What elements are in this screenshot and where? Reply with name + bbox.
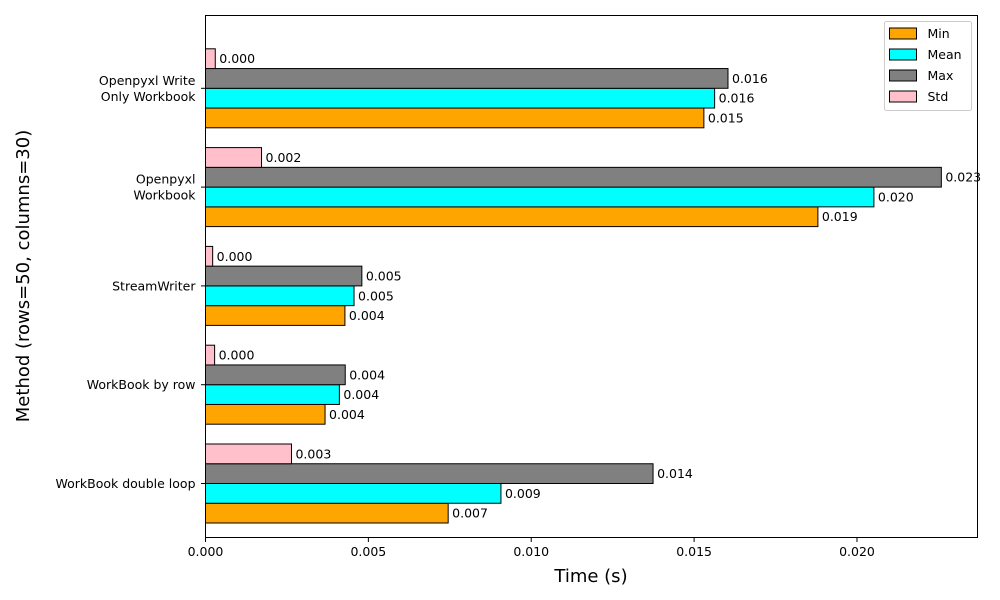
- data-label-min-2: 0.004: [349, 308, 385, 323]
- data-label-mean-1: 0.004: [343, 387, 379, 402]
- bar-mean-3: [205, 186, 875, 208]
- bar-min-4: [205, 107, 705, 129]
- data-label-std-2: 0.000: [217, 249, 253, 264]
- y-tick-label-1: WorkBook by row: [87, 377, 196, 392]
- legend-label-min: Min: [928, 26, 950, 41]
- data-label-mean-2: 0.005: [358, 288, 394, 303]
- data-label-std-0: 0.003: [295, 446, 331, 461]
- bar-max-4: [205, 68, 729, 89]
- y-tick-label-line: WorkBook by row: [87, 377, 196, 392]
- bar-min-2: [205, 305, 346, 326]
- bar-max-2: [205, 265, 363, 287]
- bar-max-3: [205, 166, 942, 188]
- y-tick-label-line: Only Workbook: [101, 89, 196, 104]
- data-label-std-1: 0.000: [219, 348, 255, 363]
- x-axis-title: Time (s): [553, 566, 627, 587]
- y-tick-label-line: Workbook: [133, 188, 196, 203]
- y-axis: WorkBook double loop WorkBook by row Strea…: [55, 73, 206, 491]
- data-label-mean-4: 0.016: [719, 91, 755, 106]
- data-label-std-3: 0.002: [266, 150, 302, 165]
- x-tick-label-0: 0.000: [188, 544, 224, 559]
- y-tick-label-0: WorkBook double loop: [55, 476, 195, 491]
- data-label-min-4: 0.015: [708, 110, 744, 125]
- legend-swatch-max: [889, 69, 917, 82]
- bar-std-3: [205, 147, 263, 168]
- y-tick-label-2: StreamWriter: [112, 278, 196, 293]
- data-label-mean-0: 0.009: [505, 486, 541, 501]
- bar-mean-2: [205, 285, 355, 307]
- data-label-max-4: 0.016: [732, 71, 768, 86]
- y-tick-label-line: Openpyxl Write: [99, 73, 196, 88]
- legend-label-std: Std: [928, 89, 949, 104]
- y-axis-title: Method (rows=50, columns=30): [13, 130, 34, 422]
- data-label-max-3: 0.023: [945, 170, 981, 185]
- x-axis: 0.000 0.005 0.010 0.015 0.020: [188, 537, 875, 559]
- y-tick-label-line: WorkBook double loop: [55, 476, 195, 491]
- bar-min-1: [205, 403, 326, 425]
- data-label-min-0: 0.007: [452, 506, 488, 521]
- data-label-max-0: 0.014: [657, 466, 693, 481]
- bar-min-3: [205, 206, 819, 228]
- legend-swatch-std: [889, 90, 917, 103]
- legend-label-mean: Mean: [928, 47, 962, 62]
- data-label-max-2: 0.005: [366, 269, 402, 284]
- data-label-min-3: 0.019: [822, 209, 858, 224]
- bars-layer: [205, 48, 942, 524]
- bar-mean-0: [205, 483, 502, 504]
- legend-swatch-mean: [889, 48, 917, 61]
- y-tick-label-line: Openpyxl: [136, 172, 196, 187]
- bar-std-0: [205, 443, 292, 465]
- bar-mean-1: [205, 384, 340, 405]
- x-tick-label-4: 0.020: [839, 544, 875, 559]
- data-label-std-4: 0.000: [219, 51, 255, 66]
- x-tick-label-3: 0.015: [676, 544, 712, 559]
- data-label-mean-3: 0.020: [878, 189, 914, 204]
- bar-max-1: [205, 364, 346, 386]
- data-label-min-1: 0.004: [329, 407, 365, 422]
- legend-swatch-min: [889, 27, 917, 40]
- bar-min-0: [205, 502, 449, 524]
- y-tick-label-4: Openpyxl Write Only Workbook: [99, 73, 196, 104]
- plot-frame: [205, 15, 978, 538]
- y-tick-label-line: StreamWriter: [112, 278, 196, 293]
- x-tick-label-1: 0.005: [350, 544, 386, 559]
- bar-std-2: [205, 245, 214, 267]
- bar-std-1: [205, 344, 216, 366]
- bar-max-0: [205, 463, 654, 484]
- x-tick-label-2: 0.010: [513, 544, 549, 559]
- bar-mean-4: [205, 87, 716, 109]
- data-labels-layer: 0.007 0.009 0.014 0.003 0.004 0.004 0.004 0.000…: [217, 51, 981, 520]
- legend: Min Mean Max Std: [884, 21, 972, 111]
- bar-std-4: [205, 48, 216, 70]
- y-tick-label-3: Openpyxl Workbook: [133, 172, 196, 203]
- legend-box: [884, 21, 972, 111]
- data-label-max-1: 0.004: [349, 367, 385, 382]
- legend-label-max: Max: [928, 68, 954, 83]
